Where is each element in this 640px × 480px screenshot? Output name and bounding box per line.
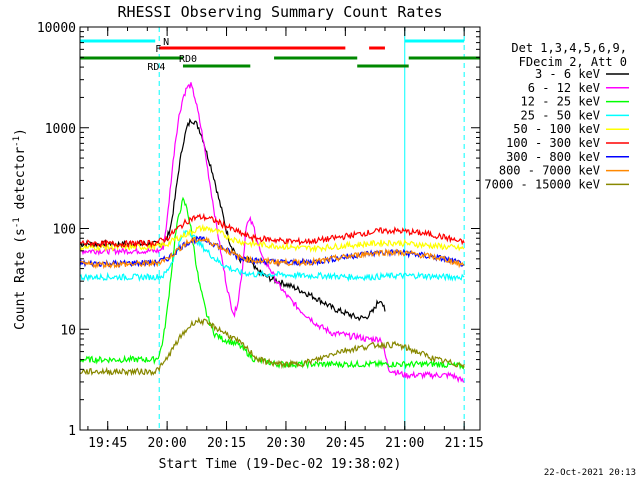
- legend: Det 1,3,4,5,6,9, FDecim 2, Att 0 3 - 6 k…: [484, 41, 629, 191]
- x-tick-label-1: 20:00: [148, 436, 187, 451]
- x-tick-label-5: 21:00: [385, 436, 424, 451]
- series-line-7: [79, 236, 465, 270]
- annotation-label-0: N: [163, 37, 169, 48]
- annotation-label-3: RD4: [147, 62, 165, 73]
- series-line-5: [79, 212, 465, 249]
- series-line-0: [79, 117, 386, 322]
- series-line-2: [79, 196, 465, 370]
- plot-frame: [79, 26, 481, 431]
- y-axis-label: Count Rate (s-1 detector-1): [12, 128, 28, 330]
- legend-item-label-4: 50 - 100 keV: [513, 122, 600, 136]
- y-tick-label-3: 1000: [45, 122, 76, 137]
- series-line-3: [79, 229, 465, 282]
- x-tick-label-2: 20:15: [207, 436, 246, 451]
- legend-item-label-2: 12 - 25 keV: [521, 95, 600, 109]
- annotation-label-2: RD0: [179, 54, 197, 65]
- y-axis-label-mid: detector: [13, 147, 28, 218]
- x-tick-label-6: 21:15: [445, 436, 484, 451]
- series-line-4: [79, 223, 465, 253]
- x-axis-label: Start Time (19-Dec-02 19:38:02): [159, 457, 402, 472]
- legend-item-label-5: 100 - 300 keV: [506, 136, 600, 150]
- legend-item-label-0: 3 - 6 keV: [535, 67, 600, 81]
- y-axis-label-end: ): [13, 128, 28, 136]
- y-tick-label-1: 10: [60, 323, 76, 338]
- y-axis-label-sup2: -1: [12, 136, 22, 147]
- legend-item-label-7: 800 - 7000 keV: [499, 164, 600, 178]
- plot-area: NF RD0 RD4 1 10 100 1000 10000 19:45 20:00 20:15 20…: [37, 21, 484, 451]
- y-tick-label-0: 1: [68, 424, 76, 439]
- series-line-1: [79, 82, 465, 384]
- x-tick-label-0: 19:45: [88, 436, 127, 451]
- timestamp: 22-Oct-2021 20:13: [544, 468, 636, 478]
- y-tick-label-4: 10000: [37, 21, 76, 36]
- x-tick-label-3: 20:30: [266, 436, 305, 451]
- y-axis-label-sup1: -1: [12, 217, 22, 228]
- legend-header-line-1: Det 1,3,4,5,6,9,: [511, 41, 627, 55]
- chart-title: RHESSI Observing Summary Count Rates: [117, 3, 442, 21]
- y-axis-label-main: Count Rate (s: [13, 228, 28, 330]
- legend-item-label-6: 300 - 800 keV: [506, 150, 600, 164]
- y-tick-label-2: 100: [53, 223, 76, 238]
- legend-item-label-3: 25 - 50 keV: [521, 108, 600, 122]
- series-line-8: [79, 316, 465, 377]
- legend-header-line-2: FDecim 2, Att 0: [519, 55, 627, 69]
- legend-item-label-1: 6 - 12 keV: [528, 81, 600, 95]
- annotation-label-1: F: [155, 44, 161, 55]
- legend-item-label-8: 7000 - 15000 keV: [484, 177, 600, 191]
- x-tick-label-4: 20:45: [326, 436, 365, 451]
